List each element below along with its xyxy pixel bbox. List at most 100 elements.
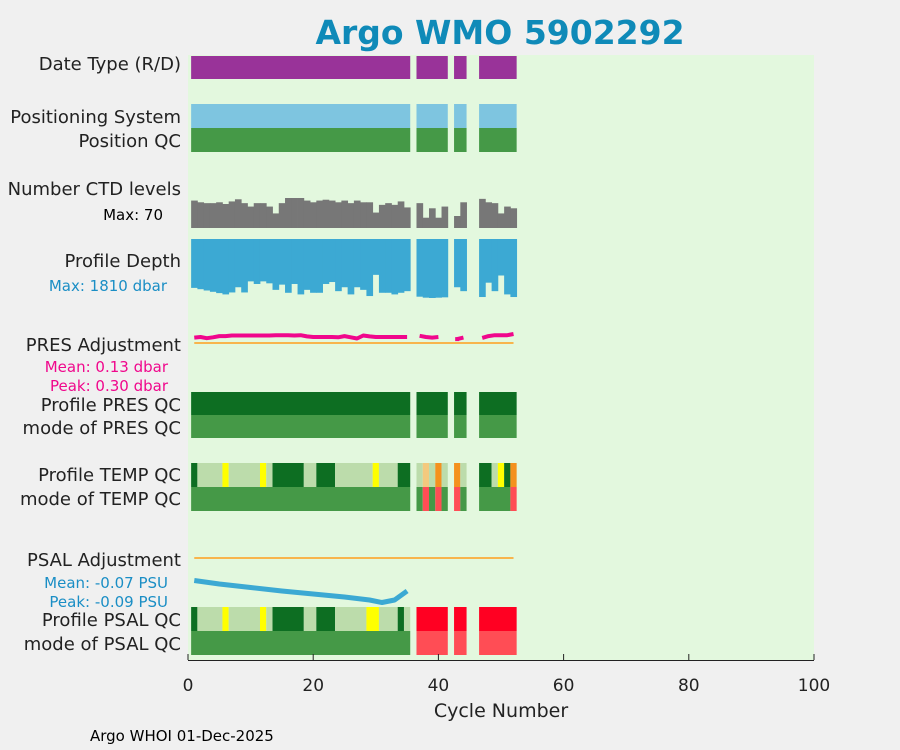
row-label-position-qc: Position QC	[78, 131, 181, 152]
ctd-levels-bar-3	[203, 203, 211, 228]
mode-temp-qc-run-5	[435, 487, 442, 511]
profile-depth-bar-6	[222, 239, 230, 295]
ctd-levels-bar-49	[491, 203, 499, 228]
mode-temp-qc-run-10	[510, 487, 517, 511]
profile-depth-bar-39	[429, 239, 436, 298]
profile-temp-qc-run-4	[228, 463, 260, 487]
row-label-pres-adjustment: PRES Adjustment	[26, 335, 181, 356]
profile-temp-qc-run-7	[272, 463, 304, 487]
pres-adjustment-point-43	[455, 337, 460, 342]
profile-temp-qc-run-20	[460, 463, 467, 487]
ctd-levels-bar-27	[353, 200, 361, 228]
profile-psal-qc-run-13	[397, 607, 404, 631]
profile-psal-qc-run-3	[222, 607, 229, 631]
pres-mean-annotation: Mean: 0.13 dbar	[45, 358, 169, 376]
profile-temp-qc-run-1	[191, 463, 198, 487]
profile-depth-bar-22	[322, 239, 330, 284]
depth-max-annotation: Max: 1810 dbar	[49, 277, 168, 295]
profile-depth-bar-12	[259, 239, 267, 282]
mode-psal-qc-run-4	[479, 631, 517, 655]
profile-depth-bar-3	[203, 239, 211, 291]
date-type-bar-segment-3	[454, 56, 467, 79]
chart-marks	[191, 56, 518, 655]
row-label-mode-psal-qc: mode of PSAL QC	[24, 634, 181, 655]
profile-psal-qc-run-10	[335, 607, 367, 631]
profile-temp-qc-run-16	[429, 463, 436, 487]
psal-mean-annotation: Mean: -0.07 PSU	[44, 574, 168, 592]
ctd-levels-bar-19	[303, 200, 311, 228]
mode-temp-qc-run-8	[460, 487, 467, 511]
profile-depth-bar-33	[391, 239, 399, 295]
profile-depth-bar-41	[441, 239, 449, 298]
ctd-levels-bar-44	[460, 202, 467, 228]
row-label-mode-temp-qc: mode of TEMP QC	[20, 489, 181, 510]
ctd-levels-bar-22	[322, 199, 330, 228]
mode-pres-qc-run-2	[416, 415, 448, 438]
profile-depth-bar-16	[285, 239, 292, 293]
profile-pres-qc-run-3	[454, 392, 467, 415]
profile-depth-bar-38	[422, 239, 430, 298]
mode-temp-qc-run-4	[429, 487, 436, 511]
ctd-levels-bar-11	[253, 203, 261, 228]
profile-temp-qc-run-15	[422, 463, 430, 487]
chart-title: Argo WMO 5902292	[315, 13, 684, 52]
row-label-positioning: Positioning System	[10, 107, 181, 128]
ctd-levels-bar-20	[310, 202, 317, 228]
ctd-levels-bar-13	[266, 206, 273, 228]
profile-temp-qc-run-19	[454, 463, 461, 487]
pres-adjustment-line-2	[419, 333, 439, 340]
profile-temp-qc-run-13	[397, 463, 411, 487]
profile-temp-qc-run-3	[222, 463, 229, 487]
profile-temp-qc-run-8	[303, 463, 317, 487]
profile-psal-qc-run-6	[266, 607, 273, 631]
profile-psal-qc-run-5	[259, 607, 267, 631]
ctd-levels-bar-41	[441, 206, 449, 228]
x-tick-label-100: 100	[798, 676, 830, 696]
ctd-levels-bar-18	[297, 198, 305, 228]
ctd-levels-bar-8	[234, 199, 242, 228]
ctd-levels-bar-9	[241, 203, 248, 228]
ctd-levels-bar-29	[366, 202, 374, 228]
mode-temp-qc-run-7	[454, 487, 461, 511]
ctd-levels-bar-40	[435, 217, 442, 228]
profile-depth-bar-13	[266, 239, 273, 284]
profile-depth-bar-20	[310, 239, 317, 293]
ctd-levels-bar-43	[454, 216, 461, 228]
ctd-levels-bar-7	[228, 201, 236, 228]
profile-psal-qc-run-9	[316, 607, 336, 631]
profile-pres-qc-run-2	[416, 392, 448, 415]
row-label-date-type: Date Type (R/D)	[39, 54, 181, 75]
psal-adjustment-line	[193, 578, 409, 605]
row-label-profile-pres-qc: Profile PRES QC	[41, 395, 181, 416]
profile-depth-bar-5	[216, 239, 223, 294]
ctd-levels-bar-17	[291, 198, 298, 228]
psal-peak-annotation: Peak: -0.09 PSU	[49, 593, 168, 611]
profile-depth-bar-34	[397, 239, 405, 293]
profile-psal-qc-run-2	[197, 607, 223, 631]
row-labels: Date Type (R/D) Positioning System Posit…	[8, 54, 181, 655]
pres-adjustment-line-4	[481, 332, 514, 340]
profile-depth-bar-14	[272, 239, 280, 290]
ctd-levels-bar-14	[272, 213, 280, 228]
profile-temp-qc-run-21	[479, 463, 492, 487]
mode-psal-qc-run-2	[416, 631, 448, 655]
profile-temp-qc-run-25	[510, 463, 517, 487]
profile-temp-qc-run-6	[266, 463, 273, 487]
profile-psal-qc-run-16	[454, 607, 467, 631]
ctd-levels-bar-5	[216, 202, 223, 228]
ctd-levels-bar-52	[510, 208, 518, 228]
profile-depth-bar-35	[403, 239, 411, 292]
profile-temp-qc-run-18	[441, 463, 448, 487]
plot-area	[188, 55, 814, 660]
x-axis: 0 20 40 60 80 100	[183, 654, 830, 696]
ctd-levels-bar-15	[278, 203, 286, 228]
ctd-levels-bar-39	[429, 208, 436, 228]
ctd-levels-bar-21	[316, 200, 323, 228]
mode-temp-qc-run-6	[441, 487, 448, 511]
ctd-levels-bar-37	[416, 203, 424, 228]
profile-pres-qc-run-1	[191, 392, 411, 415]
x-tick-label-80: 80	[678, 676, 700, 696]
ctd-levels-bar-12	[259, 203, 267, 228]
profile-depth-bar-7	[228, 239, 236, 293]
profile-temp-qc-run-5	[259, 463, 267, 487]
